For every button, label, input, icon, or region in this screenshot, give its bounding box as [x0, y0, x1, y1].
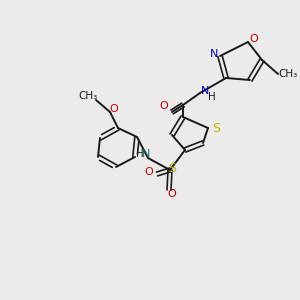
Text: N: N: [142, 149, 150, 159]
Text: CH₃: CH₃: [78, 91, 98, 101]
Text: O: O: [145, 167, 153, 177]
Text: H: H: [136, 149, 144, 159]
Text: O: O: [160, 101, 168, 111]
Text: H: H: [208, 92, 216, 102]
Text: S: S: [212, 122, 220, 136]
Text: O: O: [250, 34, 258, 44]
Text: S: S: [168, 161, 176, 175]
Text: O: O: [168, 189, 176, 199]
Text: N: N: [201, 86, 209, 96]
Text: N: N: [210, 49, 218, 59]
Text: CH₃: CH₃: [278, 69, 298, 79]
Text: O: O: [110, 104, 118, 114]
